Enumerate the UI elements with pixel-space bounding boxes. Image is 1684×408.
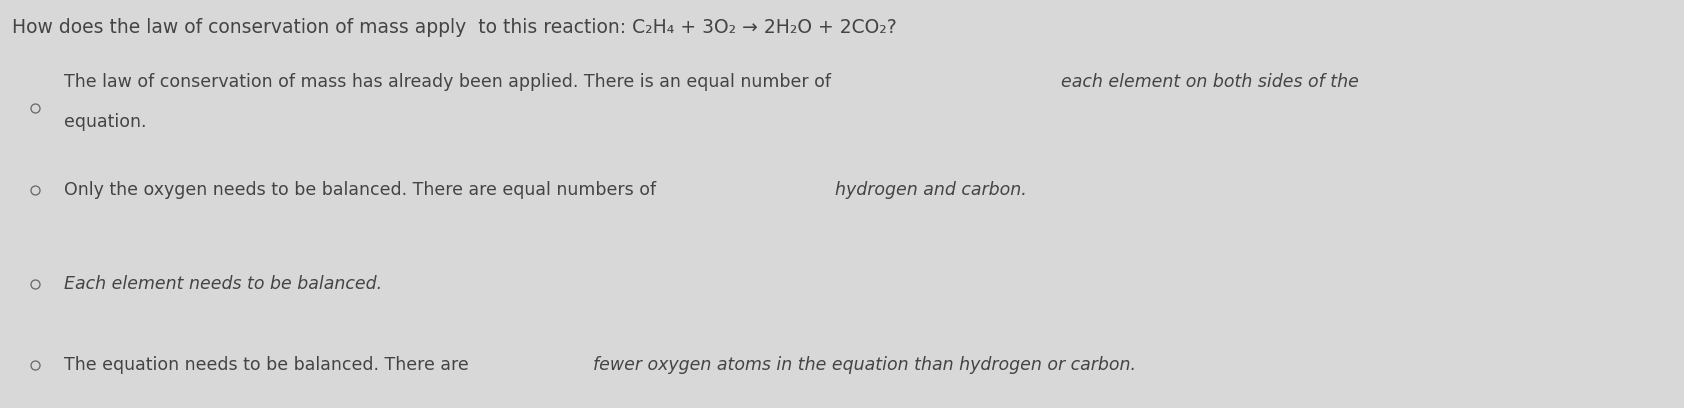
Text: The equation needs to be balanced. There are: The equation needs to be balanced. There… <box>64 356 475 374</box>
Text: Only the oxygen needs to be balanced. There are equal numbers of: Only the oxygen needs to be balanced. Th… <box>64 181 662 199</box>
Text: Each element needs to be balanced.: Each element needs to be balanced. <box>64 275 382 293</box>
Text: The law of conservation of mass has already been applied. There is an equal numb: The law of conservation of mass has alre… <box>64 73 837 91</box>
Text: hydrogen and carbon.: hydrogen and carbon. <box>835 181 1027 199</box>
Text: each element on both sides of the: each element on both sides of the <box>1061 73 1359 91</box>
Text: equation.: equation. <box>64 113 147 131</box>
Text: fewer oxygen atoms in the equation than hydrogen or carbon.: fewer oxygen atoms in the equation than … <box>593 356 1137 374</box>
Text: How does the law of conservation of mass apply  to this reaction: C₂H₄ + 3O₂ → 2: How does the law of conservation of mass… <box>12 18 896 38</box>
